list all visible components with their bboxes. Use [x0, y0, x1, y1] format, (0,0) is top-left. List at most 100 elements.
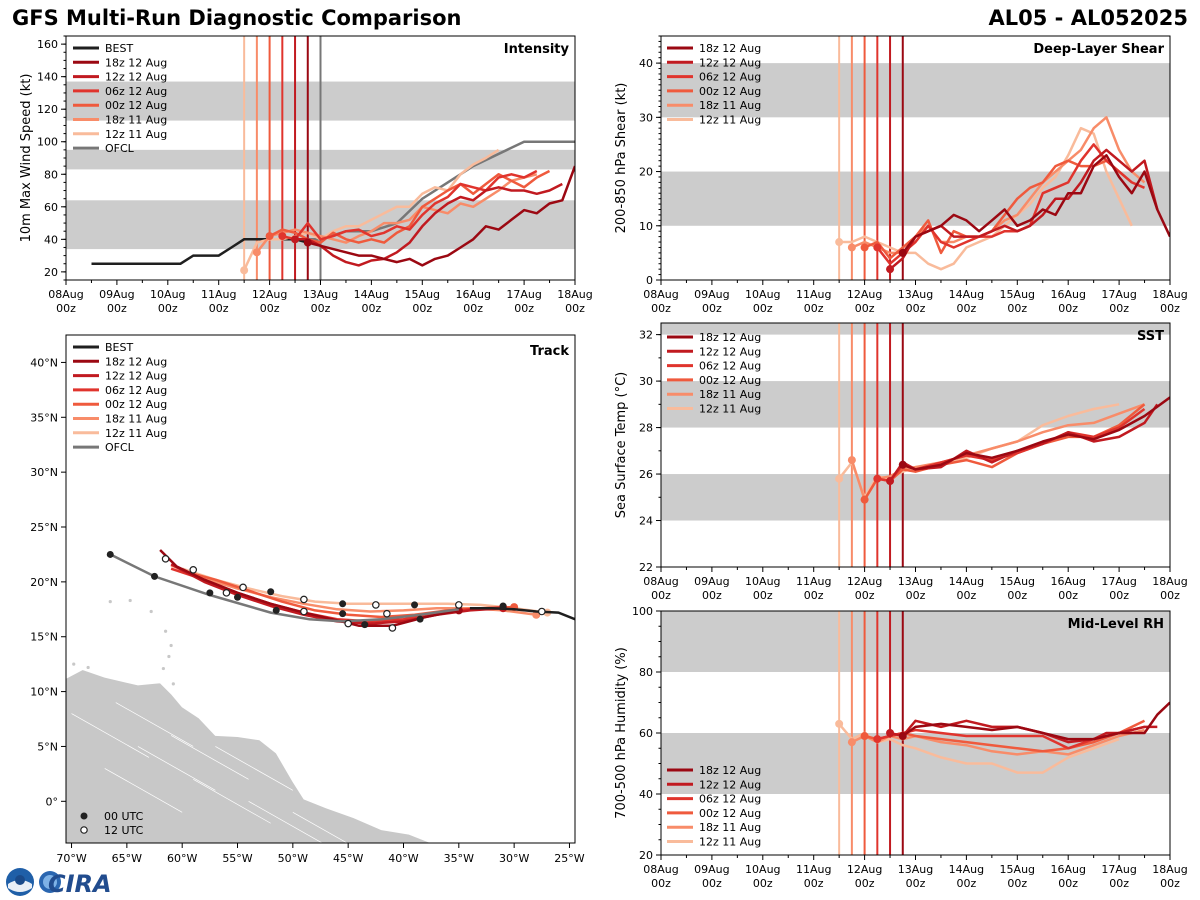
x-tick-sublabel: 00z	[56, 302, 76, 315]
y-tick-label: 100	[632, 605, 653, 618]
island	[169, 643, 173, 648]
cira-globe-icon	[39, 871, 61, 893]
border-line	[215, 746, 294, 791]
border-line	[71, 713, 150, 758]
x-tick-label: 10Aug	[745, 288, 780, 301]
x-tick-sublabel: 00z	[1007, 877, 1027, 890]
x-tick-label: 16Aug	[455, 288, 490, 301]
legend-label: 00z 12 Aug	[699, 807, 761, 820]
legend-label: BEST	[105, 42, 133, 55]
y-tick-label: 30	[639, 111, 653, 124]
marker-legend-label: 12 UTC	[104, 824, 144, 837]
series-line	[902, 701, 1170, 741]
legend-label: 06z 12 Aug	[699, 793, 761, 806]
page-title: GFS Multi-Run Diagnostic Comparison	[12, 6, 462, 30]
series-start-point	[886, 729, 895, 737]
y-tick-label: 60	[44, 201, 58, 214]
logo-text: CIRA	[48, 870, 112, 898]
lon-tick-label: 50°W	[278, 852, 308, 865]
legend-label: 00z 12 Aug	[105, 99, 167, 112]
x-tick-label: 17Aug	[1101, 863, 1136, 876]
series-start-point	[873, 735, 882, 744]
legend-label: 18z 11 Aug	[105, 114, 167, 127]
lat-tick-label: 25°N	[30, 521, 58, 534]
series-start-point	[860, 243, 869, 252]
series-start-point	[240, 266, 249, 275]
legend-label: 12z 11 Aug	[699, 114, 761, 127]
lon-tick-label: 25°W	[554, 852, 584, 865]
marker-12utc	[222, 589, 231, 597]
series-start-point	[252, 248, 261, 257]
island	[161, 666, 165, 671]
x-tick-sublabel: 00z	[804, 302, 824, 315]
marker-12utc	[383, 609, 391, 618]
panel-title: Track	[530, 344, 569, 359]
x-tick-label: 08Aug	[643, 863, 678, 876]
series-start-point	[835, 719, 844, 728]
marker-00utc	[106, 550, 114, 558]
x-tick-label: 17Aug	[506, 288, 541, 301]
lat-tick-label: 35°N	[30, 411, 58, 424]
lat-tick-label: 15°N	[30, 631, 58, 644]
panel-title: Deep-Layer Shear	[1033, 42, 1164, 57]
x-tick-label: 08Aug	[643, 288, 678, 301]
x-tick-sublabel: 00z	[906, 877, 926, 890]
series-start-point	[278, 232, 287, 241]
series-line	[255, 173, 538, 254]
legend-label: 00z 12 Aug	[699, 85, 761, 98]
x-tick-sublabel: 00z	[906, 302, 926, 315]
x-tick-label: 14Aug	[949, 575, 984, 588]
series-start-point	[847, 456, 856, 465]
series-start-point	[303, 238, 312, 247]
x-tick-label: 09Aug	[99, 288, 134, 301]
x-tick-label: 10Aug	[745, 863, 780, 876]
lon-tick-label: 40°W	[388, 852, 418, 865]
series-line	[839, 126, 1133, 271]
legend-label: 12z 11 Aug	[105, 128, 167, 141]
island	[163, 629, 168, 633]
y-axis-label: 200-850 hPa Shear (kt)	[614, 83, 629, 234]
x-tick-label: 08Aug	[643, 575, 678, 588]
marker-12utc	[538, 607, 546, 616]
ofcl-track-line	[109, 553, 459, 623]
series-start-point	[265, 232, 274, 241]
marker-00utc	[499, 602, 507, 610]
plot-area	[66, 36, 575, 280]
y-tick-label: 80	[639, 666, 653, 679]
lat-tick-label: 10°N	[30, 686, 58, 699]
series-line	[864, 159, 1133, 260]
series-start-point	[898, 732, 907, 741]
legend-label: 06z 12 Aug	[105, 384, 167, 397]
y-axis-label: 700-500 hPa Humidity (%)	[614, 647, 629, 819]
x-tick-sublabel: 00z	[158, 302, 178, 315]
marker-12utc	[344, 619, 352, 628]
marker-legend-label: 00 UTC	[104, 810, 144, 823]
lon-tick-label: 35°W	[444, 852, 474, 865]
x-tick-label: 11Aug	[796, 288, 831, 301]
series-start-point	[873, 474, 882, 483]
y-tick-label: 20	[639, 849, 653, 862]
legend-label: BEST	[105, 341, 133, 354]
marker-legend-00utc	[80, 812, 88, 820]
x-tick-label: 13Aug	[898, 288, 933, 301]
legend-label: 12z 12 Aug	[699, 56, 761, 69]
track-panel: 70°W 65°W 60°W 55°W 50°W 45°W 40°W 35°W 30°W 25°W…	[30, 334, 585, 865]
legend-label: 00z 12 Aug	[699, 374, 761, 387]
legend-label: 12z 12 Aug	[699, 778, 761, 791]
x-tick-sublabel: 00z	[209, 302, 229, 315]
legend-label: 06z 12 Aug	[105, 85, 167, 98]
marker-00utc	[416, 615, 424, 623]
x-tick-sublabel: 00z	[565, 302, 585, 315]
legend-label: OFCL	[105, 142, 135, 155]
lon-tick-label: 55°W	[222, 852, 252, 865]
series-start-point	[291, 235, 300, 244]
y-tick-label: 10	[639, 220, 653, 233]
cira-logo: CIRA	[6, 868, 112, 898]
y-tick-label: 30	[639, 375, 653, 388]
border-line	[193, 779, 271, 824]
x-tick-sublabel: 00z	[702, 589, 722, 602]
legend-label: 06z 12 Aug	[699, 360, 761, 373]
island	[149, 609, 153, 614]
best-track-line	[469, 606, 575, 621]
legend-label: 06z 12 Aug	[699, 71, 761, 84]
